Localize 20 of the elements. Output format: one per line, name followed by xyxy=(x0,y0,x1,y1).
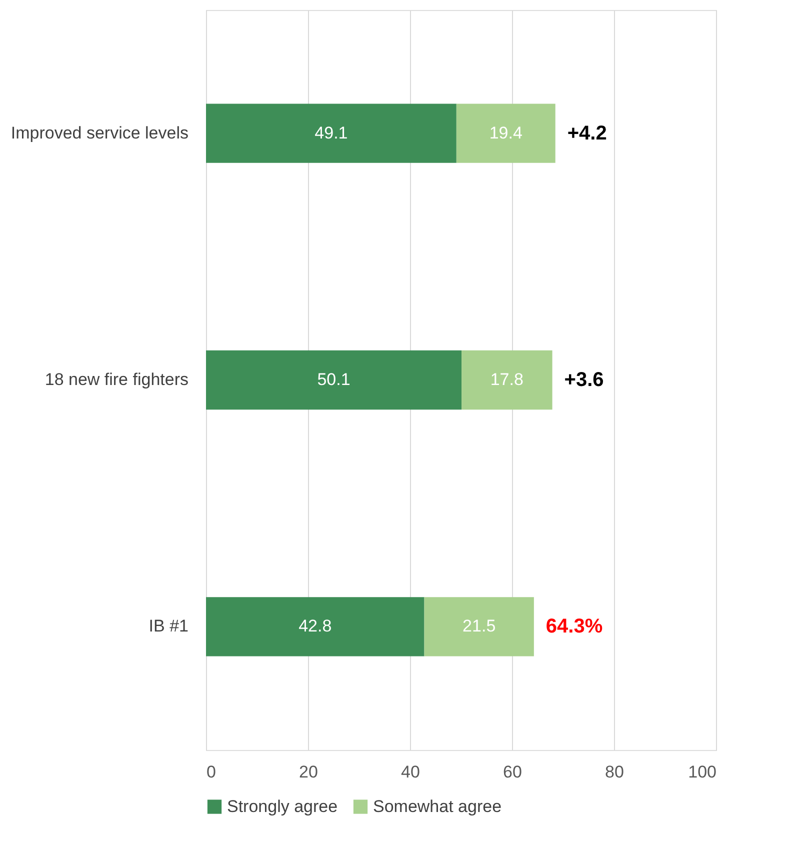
annotation: +4.2 xyxy=(567,122,607,144)
annotation: 64.3% xyxy=(546,616,603,638)
x-tick-label: 100 xyxy=(688,762,716,782)
data-label: 17.8 xyxy=(490,370,524,389)
data-label: 21.5 xyxy=(462,616,496,636)
y-tick-label: IB #1 xyxy=(148,616,188,636)
legend-label: Somewhat agree xyxy=(373,796,502,816)
x-tick-label: 60 xyxy=(503,762,522,782)
y-tick-label: 18 new fire fighters xyxy=(44,370,188,389)
x-tick-label: 80 xyxy=(605,762,624,782)
x-tick-label: 0 xyxy=(206,762,216,782)
data-label: 19.4 xyxy=(489,123,522,142)
data-label: 49.1 xyxy=(314,123,348,142)
annotation: +3.6 xyxy=(564,369,604,391)
y-tick-label: Improved service levels xyxy=(10,123,188,142)
x-tick-label: 40 xyxy=(401,762,420,782)
x-tick-label: 20 xyxy=(299,762,318,782)
data-label: 50.1 xyxy=(317,370,350,389)
data-label: 42.8 xyxy=(298,616,332,636)
legend-label: Strongly agree xyxy=(227,796,338,816)
